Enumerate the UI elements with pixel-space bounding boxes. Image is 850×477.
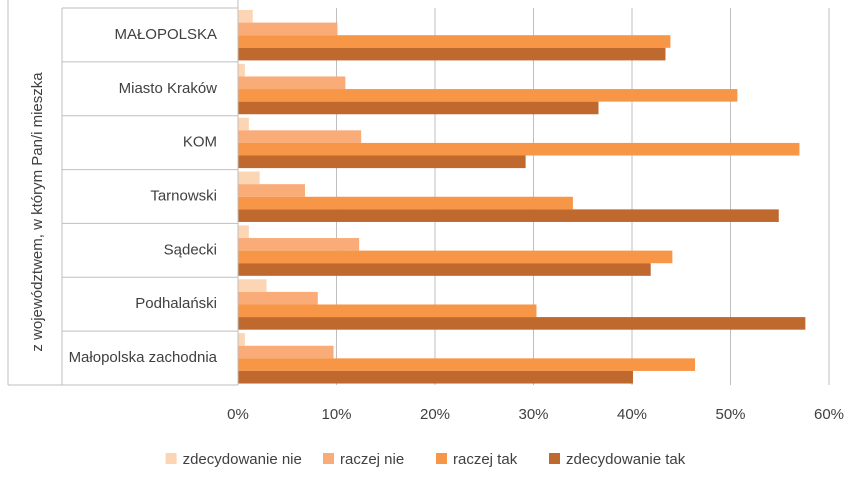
- legend-swatch: [165, 453, 177, 464]
- labels: 0% 10% 20% 30% 40% 50% 60% MAŁOPOLSKA Miasto Kra…: [69, 26, 844, 423]
- legend: zdecydowanie nie raczej nie raczej tak zdec…: [165, 451, 686, 468]
- x-tick-label: 0%: [227, 406, 249, 423]
- bar-3-3: [238, 142, 800, 156]
- x-tick-label: 60%: [814, 406, 844, 423]
- bar-1-6: [238, 279, 267, 292]
- bar-4-4: [238, 209, 779, 222]
- category-label: KOM: [183, 134, 217, 151]
- bar-1-1: [238, 10, 253, 23]
- bar-1-7: [238, 333, 245, 346]
- bar-4-6: [238, 317, 806, 330]
- bar-2-3: [238, 130, 362, 143]
- bar-3-1: [238, 35, 671, 48]
- bar-4-5: [238, 263, 651, 276]
- category-label: Małopolska zachodnia: [69, 349, 218, 366]
- x-tick-label: 10%: [321, 406, 351, 423]
- legend-swatch: [323, 453, 334, 464]
- bar-4-1: [238, 47, 666, 61]
- bar-1-4: [238, 171, 260, 185]
- legend-label: zdecydowanie tak: [566, 451, 686, 468]
- x-tick-label: 30%: [518, 406, 548, 423]
- category-label: Miasto Kraków: [119, 80, 218, 97]
- bar-3-5: [238, 250, 673, 264]
- category-label: Podhalański: [135, 295, 217, 312]
- bar-2-1: [238, 22, 338, 36]
- bar-4-2: [238, 101, 599, 115]
- bar-2-4: [238, 184, 305, 197]
- x-tick-label: 20%: [420, 406, 450, 423]
- legend-swatch: [549, 453, 560, 464]
- bar-3-7: [238, 358, 696, 371]
- legend-label: raczej tak: [453, 451, 518, 468]
- bar-1-2: [238, 63, 245, 77]
- bar-2-5: [238, 238, 360, 251]
- legend-label: zdecydowanie nie: [183, 451, 302, 468]
- category-label: MAŁOPOLSKA: [114, 26, 217, 43]
- bar-4-3: [238, 155, 526, 169]
- category-label: Tarnowski: [150, 187, 217, 204]
- bar-1-5: [238, 225, 249, 239]
- legend-swatch: [436, 453, 447, 464]
- bars: [238, 10, 806, 384]
- bar-3-4: [238, 196, 573, 210]
- bar-2-2: [238, 76, 346, 90]
- x-tick-label: 50%: [715, 406, 745, 423]
- bar-4-7: [238, 370, 633, 384]
- x-tick-label: 40%: [617, 406, 647, 423]
- legend-label: raczej nie: [340, 451, 404, 468]
- bar-2-6: [238, 291, 318, 305]
- y-axis-title: z województwem, w którym Pan/i mieszka: [29, 72, 46, 352]
- bar-1-3: [238, 117, 249, 131]
- bar-3-2: [238, 89, 738, 102]
- axes: [7, 0, 239, 386]
- bar-3-6: [238, 304, 537, 318]
- category-label: Sądecki: [164, 241, 217, 258]
- bar-2-7: [238, 345, 334, 359]
